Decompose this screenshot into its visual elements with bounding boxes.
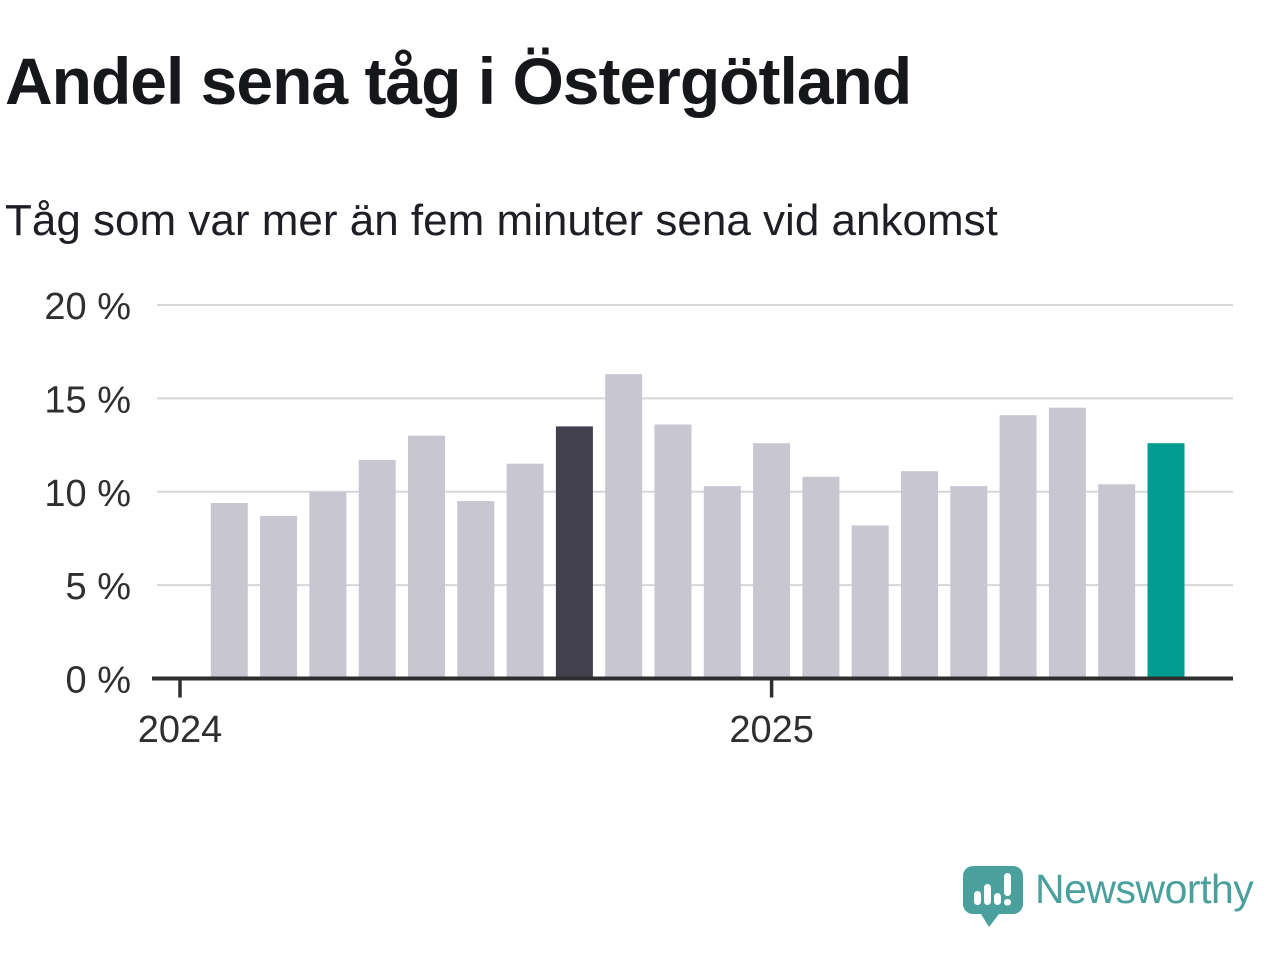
bar-jun-2024 xyxy=(408,435,445,679)
bar-maj-2024 xyxy=(358,460,396,679)
bar-maj-2025 xyxy=(950,486,988,679)
bar-mar-2024 xyxy=(260,516,298,679)
bar-dec-2024 xyxy=(703,486,741,679)
bar-feb-2024 xyxy=(210,503,248,679)
chart-subtitle: Tåg som var mer än fem minuter sena vid … xyxy=(5,196,998,245)
bar-sep-2025 xyxy=(1147,443,1185,679)
x-tick-label-2025: 2025 xyxy=(729,709,814,751)
bar-apr-2025 xyxy=(901,471,938,679)
bar-feb-2025 xyxy=(802,476,840,679)
newsworthy-logo: Newsworthy xyxy=(963,862,1280,932)
newsworthy-logo-text: Newsworthy xyxy=(1035,866,1254,912)
y-tick-label-20-pct: 20 % xyxy=(44,286,131,328)
y-tick-label-10-pct: 10 % xyxy=(44,473,131,515)
bar-mar-2025 xyxy=(851,525,889,679)
x-tick-label-2024: 2024 xyxy=(138,709,223,751)
y-tick-label-5-pct: 5 % xyxy=(66,566,131,608)
newsworthy-logo-icon xyxy=(963,866,1023,927)
bar-okt-2024 xyxy=(605,374,643,679)
bar-sep-2024 xyxy=(555,426,593,679)
bar-nov-2024 xyxy=(654,424,692,679)
bar-aug-2025 xyxy=(1098,484,1136,679)
bar-jan-2025 xyxy=(753,443,791,679)
bar-jun-2025 xyxy=(999,415,1037,679)
bar-apr-2024 xyxy=(309,491,347,679)
bar-jul-2025 xyxy=(1048,407,1086,679)
bar-jul-2024 xyxy=(457,501,495,679)
y-tick-label-15-pct: 15 % xyxy=(44,379,131,421)
bar-aug-2024 xyxy=(506,463,544,679)
y-tick-label-0-pct: 0 % xyxy=(66,660,131,702)
chart-title: Andel sena tåg i Östergötland xyxy=(5,44,912,118)
